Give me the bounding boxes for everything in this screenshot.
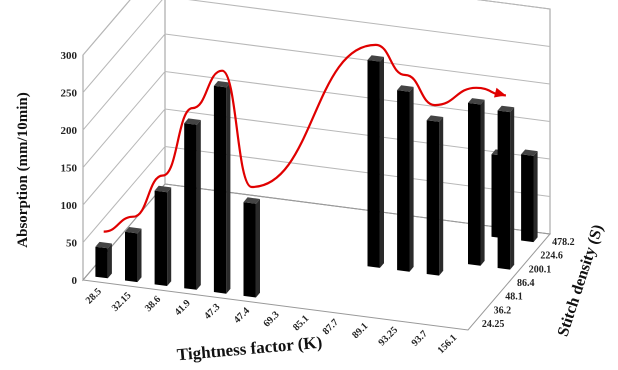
bar-side: [196, 120, 201, 290]
bar-top: [426, 115, 444, 122]
bar-top: [397, 85, 414, 92]
bar-front: [397, 90, 410, 272]
trend-curve: [103, 43, 506, 233]
bar-side: [510, 107, 515, 270]
bar-top: [367, 55, 384, 62]
z-tick-label: 24.25: [482, 319, 505, 330]
y-tick-labels: 0 50 100 150 200 250 300: [61, 50, 78, 287]
bar-front: [468, 102, 481, 266]
bar-top: [468, 98, 485, 105]
bar-top: [243, 197, 260, 204]
bar-side: [255, 199, 260, 298]
bar-front: [426, 120, 440, 276]
bar-front: [213, 85, 227, 294]
y-tick-label: 250: [61, 88, 78, 100]
bar-side: [226, 82, 231, 294]
x-tick-label: 156.1: [436, 332, 460, 356]
bar-front: [521, 154, 534, 243]
x-tick-label: 38.6: [143, 294, 163, 314]
bar-side: [167, 187, 172, 286]
z-tick-label: 224.6: [540, 251, 563, 262]
bar-top: [154, 185, 172, 193]
x-tick-label: 69.3: [261, 309, 281, 329]
bar-top: [95, 241, 112, 249]
x-tick-label: 32.15: [110, 290, 134, 314]
bar-top: [497, 105, 515, 113]
bar: [468, 98, 485, 266]
bar-side: [137, 228, 142, 283]
bar-front: [125, 231, 138, 283]
y-tick-label: 100: [61, 200, 78, 212]
gridline: [82, 33, 551, 131]
y-tick-label: 300: [61, 50, 78, 62]
x-axis-title: Tightness factor (K): [176, 333, 323, 365]
bar: [521, 149, 538, 243]
x-tick-label: 89.1: [350, 321, 370, 341]
bar: [95, 241, 112, 279]
bar-side: [379, 56, 384, 268]
bar-front: [367, 60, 380, 268]
x-tick-label: 85.1: [291, 313, 311, 333]
z-tick-label: 478.2: [552, 237, 575, 248]
z-tick-label: 86.4: [517, 278, 535, 289]
bar-side: [439, 117, 444, 276]
y-axis-title: Absorption (mm/10min): [15, 92, 31, 247]
bar: [154, 185, 172, 286]
y-tick-label: 50: [66, 238, 78, 250]
bar-front: [154, 190, 168, 286]
bar-side: [107, 243, 112, 279]
z-tick-label: 48.1: [505, 292, 523, 303]
bar: [125, 227, 142, 283]
bar: [184, 118, 201, 290]
bar-front: [243, 202, 256, 298]
bar-top: [521, 149, 538, 156]
bar: [243, 197, 260, 298]
bar: [397, 85, 414, 272]
gridline: [82, 108, 551, 206]
x-tick-label: 93.7: [410, 329, 430, 349]
bar: [426, 115, 444, 276]
bar-top: [213, 81, 231, 88]
x-tick-label: 28.5: [84, 286, 104, 306]
y-tick-label: 150: [61, 163, 78, 175]
bar-front: [497, 110, 511, 270]
y-tick-label: 200: [61, 125, 78, 137]
bar-front: [95, 246, 108, 279]
bar-side: [533, 151, 538, 243]
gridline: [82, 145, 551, 243]
z-tick-labels: 24.25 36.2 48.1 86.4 200.1 224.6 478.2: [482, 237, 575, 330]
bar-top: [125, 227, 142, 234]
bar-top: [184, 118, 201, 125]
x-tick-label: 87.7: [321, 317, 341, 337]
bar: [497, 105, 515, 270]
gridline: [82, 0, 551, 93]
x-tick-label: 47.3: [202, 302, 222, 322]
bar-front: [184, 123, 197, 290]
bars: [95, 55, 538, 298]
bar-side: [480, 99, 485, 266]
y-tick-label: 0: [72, 275, 78, 287]
gridline: [82, 70, 551, 168]
bar: [367, 55, 384, 268]
gridline: [82, 0, 551, 56]
trend-arrowhead: [494, 87, 506, 98]
bar-side: [409, 86, 414, 272]
side-wall-frame: [82, 0, 166, 282]
x-tick-label: 41.9: [173, 298, 193, 318]
x-tick-label: 93.25: [376, 325, 400, 349]
z-tick-label: 200.1: [529, 264, 552, 275]
z-tick-label: 36.2: [494, 305, 512, 316]
x-tick-label: 47.4: [232, 306, 252, 326]
bar: [213, 81, 231, 294]
